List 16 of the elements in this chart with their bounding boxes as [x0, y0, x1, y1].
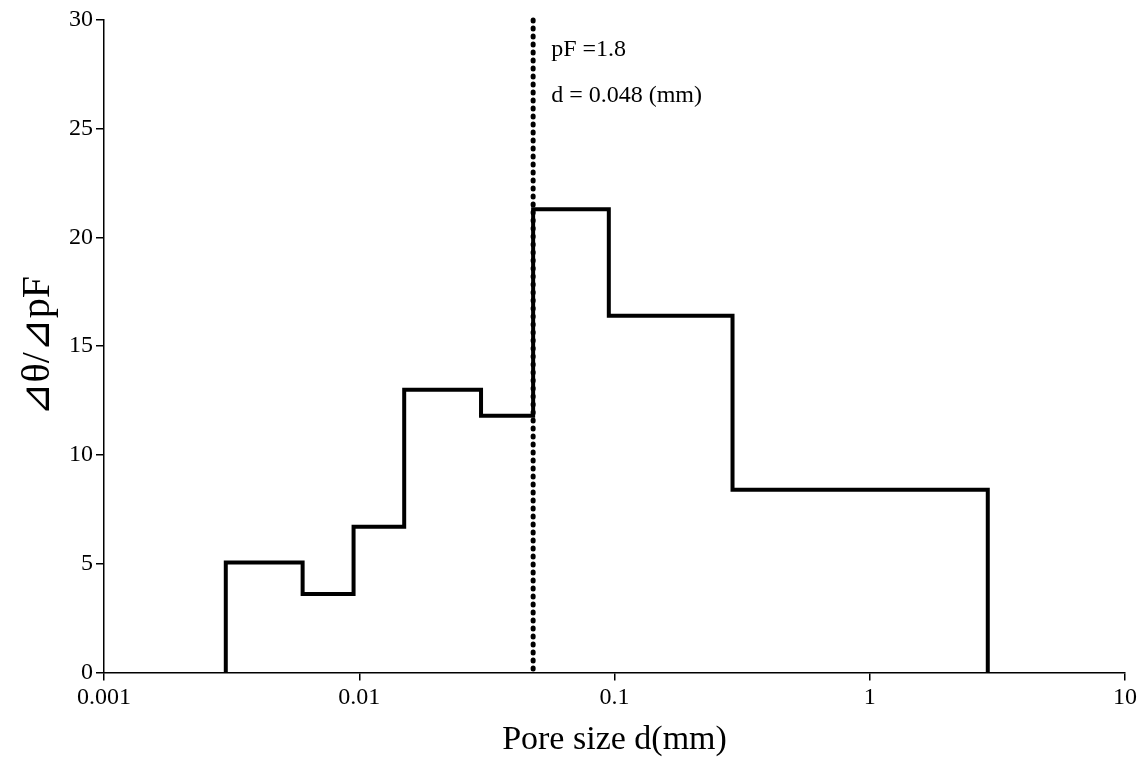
x-axis-title: Pore size d(mm): [502, 718, 727, 757]
x-tick-label: 0.01: [338, 683, 381, 710]
x-tick-label: 0.1: [599, 683, 630, 710]
y-tick-label: 10: [69, 440, 93, 467]
y-tick-label: 20: [69, 222, 93, 249]
ref-line-label: d = 0.048 (mm): [551, 81, 702, 108]
annotation: pF =1.8: [551, 35, 627, 62]
y-axis-title: ⊿θ/⊿pF: [12, 275, 58, 417]
y-tick-label: 25: [69, 114, 93, 141]
x-tick-label: 10: [1113, 683, 1137, 710]
x-tick-label: 1: [863, 683, 876, 710]
y-tick-label: 5: [81, 548, 93, 575]
y-tick-label: 30: [69, 5, 93, 32]
y-tick-label: 0: [81, 657, 93, 684]
y-tick-label: 15: [69, 331, 93, 358]
x-tick-label: 0.001: [77, 683, 131, 710]
